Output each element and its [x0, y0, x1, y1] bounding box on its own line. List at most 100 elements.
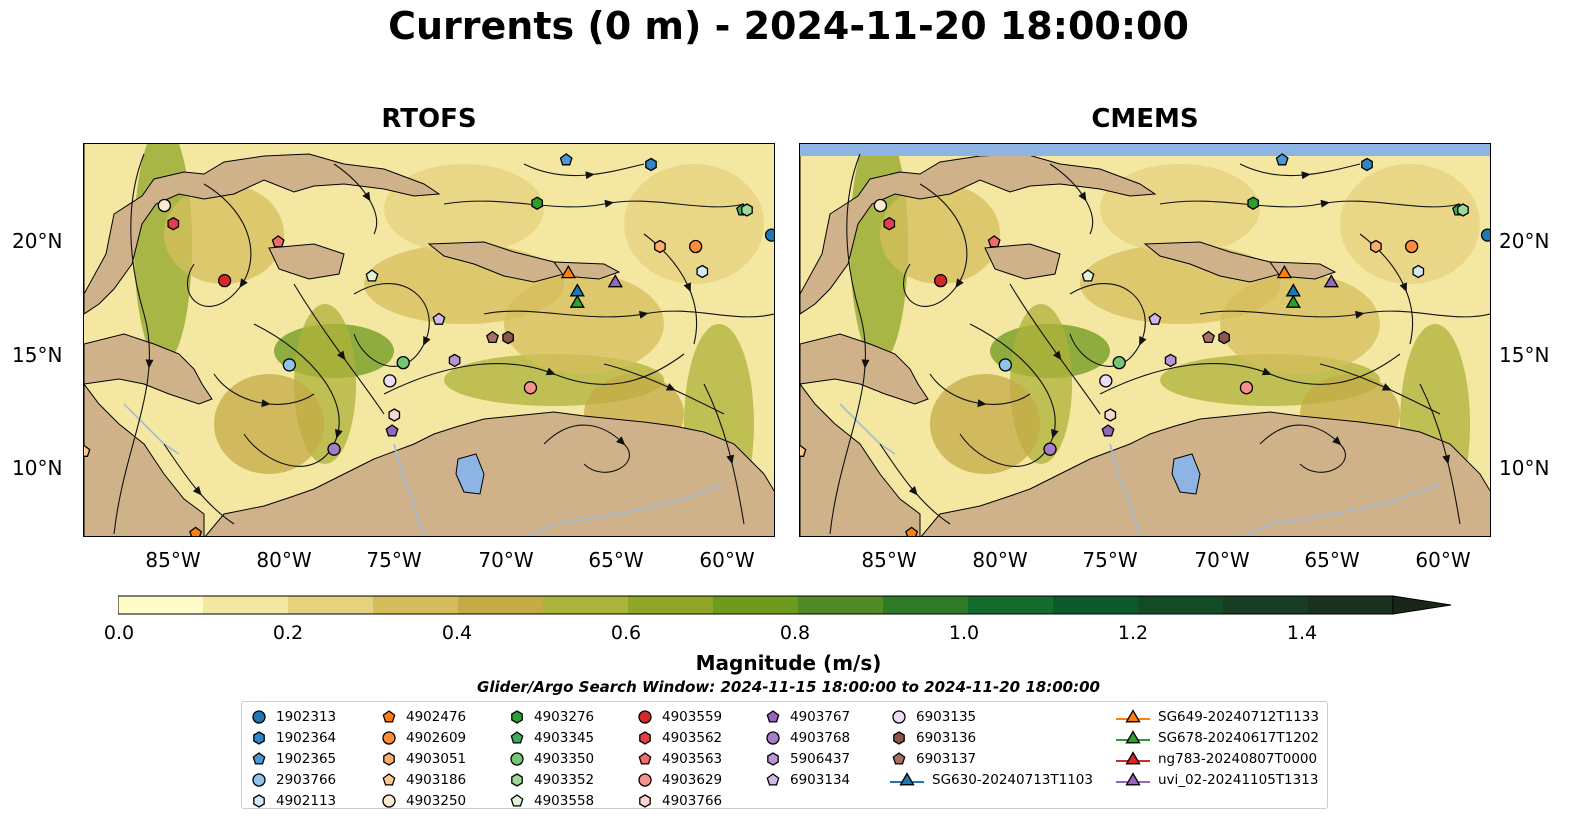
- legend-label: 4903276: [534, 708, 595, 725]
- streamline-arrow: [861, 359, 870, 369]
- legend-item: 4903186: [380, 769, 466, 790]
- legend-marker: [382, 730, 396, 745]
- legend-item: SG678-20240617T1202: [1116, 727, 1319, 748]
- cbar-tick-5: 1.0: [948, 622, 980, 644]
- streamline-arrow: [1301, 171, 1311, 180]
- legend-label: 1902313: [276, 708, 337, 725]
- platform-marker: [1275, 153, 1289, 166]
- legend-item: 6903134: [764, 769, 850, 790]
- legend-label: 4903767: [790, 708, 851, 725]
- streamline: [163, 443, 235, 525]
- platform-marker: [1404, 239, 1419, 254]
- streamline-arrow: [1332, 436, 1342, 446]
- legend-label: 6903137: [916, 750, 977, 767]
- streamline: [879, 443, 951, 525]
- streamline-arrow: [1381, 383, 1392, 391]
- legend-pentagon-icon: [638, 751, 652, 765]
- legend-marker: [639, 793, 651, 808]
- legend-marker: [1125, 708, 1141, 722]
- legend-circle-icon: [638, 709, 652, 724]
- platform-marker: [560, 264, 577, 279]
- legend-label: 6903136: [916, 729, 977, 746]
- platform-marker: [1202, 330, 1215, 344]
- legend-circle-icon: [638, 772, 652, 787]
- legend-circle-icon: [510, 751, 524, 766]
- land-polygon: [921, 411, 1490, 536]
- legend-label: 4903051: [406, 750, 467, 767]
- lon-label-65w-right: 65°W: [1304, 548, 1360, 572]
- legend-pentagon-icon: [766, 772, 780, 786]
- platform-marker: [933, 273, 948, 288]
- legend-label: 6903135: [916, 708, 977, 725]
- streamline-arrow: [604, 199, 614, 208]
- streamline: [187, 183, 252, 307]
- lat-label-10n-right: 10°N: [1499, 456, 1550, 480]
- platform-marker: [84, 444, 91, 457]
- legend-label: 4903766: [662, 792, 723, 809]
- platform-marker: [448, 353, 461, 368]
- legend-triangle-icon: [1116, 708, 1150, 722]
- legend-label: ng783-20240807T0000: [1158, 750, 1318, 767]
- cbar-tick-7: 1.4: [1286, 622, 1318, 644]
- legend-column: SG649-20240712T1133 SG678-20240617T1202 ng…: [1116, 706, 1319, 790]
- lon-label-75w-left: 75°W: [366, 548, 422, 572]
- platform-marker: [654, 239, 666, 254]
- streamline-arrow: [192, 486, 202, 496]
- legend-label: 4903559: [662, 708, 723, 725]
- streamline: [113, 153, 151, 535]
- streamline-arrow: [665, 383, 676, 391]
- legend-label: SG630-20240713T1103: [932, 771, 1093, 788]
- streamline-arrow: [977, 399, 987, 408]
- colorbar-segment: [118, 596, 204, 614]
- legend-marker: [382, 709, 396, 723]
- legend-column: 4903276 4903345 4903350 4903352 4903558: [508, 706, 594, 811]
- streamline-arrow: [683, 282, 691, 293]
- legend-label: 4903352: [534, 771, 595, 788]
- platform-marker: [1370, 239, 1382, 254]
- platform-marker: [987, 235, 1001, 248]
- platform-marker: [531, 196, 543, 210]
- platform-marker: [559, 153, 573, 166]
- colorbar-segment: [1308, 596, 1394, 614]
- legend-label: 4903562: [662, 729, 723, 746]
- platform-marker: [741, 203, 753, 217]
- lat-label-10n-left: 10°N: [12, 456, 63, 480]
- speed-field-patch: [880, 184, 1000, 284]
- platform-marker: [383, 374, 397, 388]
- colorbar-segment: [288, 596, 374, 614]
- legend-marker: [766, 709, 780, 723]
- streamline-arrow: [616, 436, 626, 446]
- legend-marker: [892, 709, 906, 724]
- legend-label: SG678-20240617T1202: [1158, 729, 1319, 746]
- legend-label: SG649-20240712T1133: [1158, 708, 1319, 725]
- platform-marker: [905, 526, 919, 536]
- search-window-note: Glider/Argo Search Window: 2024-11-15 18…: [477, 678, 1100, 696]
- platform-marker: [1480, 228, 1490, 242]
- legend-triangle-icon: [1116, 771, 1150, 785]
- streamline: [1239, 163, 1361, 177]
- platform-marker: [645, 157, 657, 172]
- streamline: [523, 163, 645, 177]
- legend-circle-icon: [382, 793, 396, 808]
- streamline-arrow: [1050, 428, 1059, 439]
- legend-label: 4903345: [534, 729, 595, 746]
- legend-item: 4903352: [508, 769, 594, 790]
- colorbar-segment: [1223, 596, 1309, 614]
- legend-item: 1902313: [250, 706, 336, 727]
- legend-label: 4902476: [406, 708, 467, 725]
- platform-marker: [1323, 274, 1339, 288]
- streamline-arrow: [1139, 336, 1147, 346]
- land-polygon: [800, 144, 1157, 315]
- panel-title-cmems: CMEMS: [1091, 104, 1199, 134]
- legend-pentagon-icon: [510, 730, 524, 744]
- legend-circle-icon: [252, 772, 266, 787]
- streamline-arrow: [362, 191, 371, 202]
- colorbar-segment: [1138, 596, 1224, 614]
- streamline-arrow: [239, 278, 248, 288]
- legend-item: 6903136: [890, 727, 1093, 748]
- streamline-arrow: [545, 367, 556, 376]
- lon-label-85w-right: 85°W: [861, 548, 917, 572]
- speed-field-patch: [504, 274, 664, 374]
- platform-marker: [1104, 408, 1117, 422]
- legend-circle-icon: [766, 730, 780, 745]
